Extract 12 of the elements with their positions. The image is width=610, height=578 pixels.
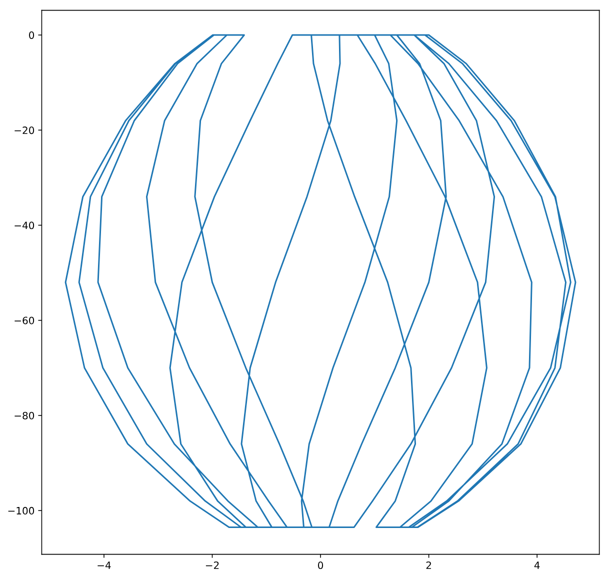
x-tick-label: −4 xyxy=(98,562,111,569)
y-tick-label: −40 xyxy=(14,222,34,230)
y-tick-label: −100 xyxy=(8,506,34,514)
y-tick-label: −60 xyxy=(14,316,34,324)
x-tick-label: −2 xyxy=(206,561,219,569)
x-tick-label: 2 xyxy=(426,561,431,569)
line-series xyxy=(64,34,576,528)
y-tick-label: −80 xyxy=(14,412,34,420)
x-tick-label: 4 xyxy=(534,562,540,569)
y-tick-label: −20 xyxy=(14,126,34,134)
y-tick-label: 0 xyxy=(29,31,34,39)
x-tick-label: 0 xyxy=(318,561,324,570)
